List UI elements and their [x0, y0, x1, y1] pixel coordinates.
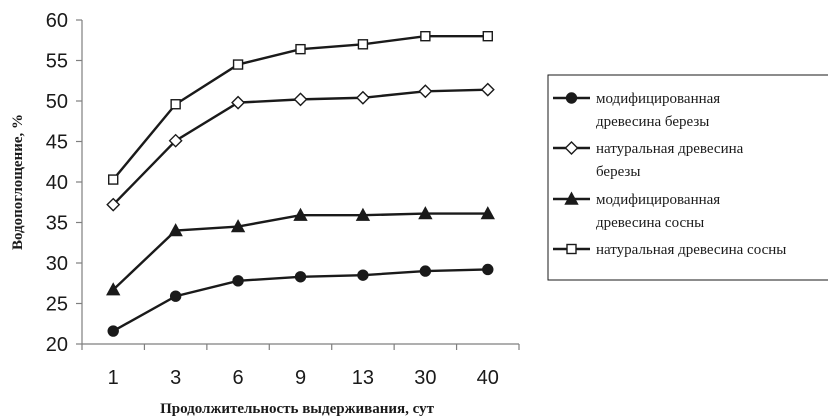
data-point [480, 206, 495, 220]
legend-label: модифицированная [596, 192, 720, 208]
data-point [357, 39, 369, 50]
x-axis-ticks: 1 3 6 9 13 30 40 [81, 344, 520, 389]
x-tick-label: 6 [233, 367, 244, 389]
legend-item: модифицированная древесина березы [553, 91, 720, 130]
series-1 [107, 263, 494, 337]
x-axis-title: Продолжительность выдерживания, сут [160, 401, 435, 417]
data-point [482, 263, 494, 276]
data-point [295, 43, 306, 55]
data-point [419, 265, 432, 277]
legend-label: древесина березы [596, 114, 709, 130]
data-point [293, 207, 308, 221]
data-point [482, 31, 493, 42]
legend-label: древесина сосны [596, 215, 704, 231]
legend-label: натуральная древесина сосны [596, 242, 786, 258]
data-point [420, 31, 431, 42]
y-tick-label: 55 [46, 51, 68, 73]
data-point [168, 223, 183, 237]
x-tick-label: 40 [477, 367, 499, 389]
y-axis-ticks: 20 25 30 35 40 45 50 55 60 [46, 10, 82, 356]
series-3 [106, 206, 495, 296]
legend-label: модифицированная [596, 91, 720, 107]
data-point [293, 92, 308, 107]
data-point [231, 95, 246, 110]
legend-marker [564, 191, 579, 205]
y-tick-label: 40 [46, 172, 68, 194]
y-tick-label: 30 [46, 253, 68, 275]
x-tick-label: 30 [414, 367, 436, 389]
data-point [355, 90, 370, 105]
plot-area [81, 20, 519, 345]
data-point [230, 219, 246, 233]
y-tick-label: 20 [46, 334, 68, 356]
legend-label: натуральная древесина [596, 141, 744, 157]
x-tick-label: 13 [352, 367, 374, 389]
data-point [106, 282, 121, 296]
series-4 [108, 31, 493, 185]
y-tick-label: 45 [46, 132, 68, 154]
data-point [107, 325, 119, 337]
x-tick-label: 9 [295, 367, 306, 389]
series-2 [106, 82, 495, 212]
y-tick-label: 60 [46, 10, 68, 32]
y-tick-label: 35 [46, 213, 68, 235]
series-line [112, 88, 488, 206]
data-point [480, 82, 495, 97]
legend-box [547, 74, 828, 281]
legend-marker [565, 92, 578, 104]
data-point [106, 197, 121, 212]
legend-item: натуральная древесина березы [553, 141, 744, 180]
y-axis-title: Водопоглощение, % [10, 114, 26, 250]
data-point [232, 275, 244, 287]
legend-marker [564, 141, 579, 155]
data-point [108, 174, 119, 185]
legend-item: натуральная древесина сосны [553, 242, 786, 258]
data-point [418, 84, 433, 99]
series-line [112, 35, 488, 181]
y-tick-label: 50 [46, 91, 68, 113]
series-layer [106, 31, 495, 337]
legend: модифицированная древесина березы натураль… [547, 74, 828, 281]
legend-label: березы [596, 164, 640, 180]
data-point [294, 271, 307, 283]
legend-item: модифицированная древесина сосны [553, 191, 720, 231]
x-tick-label: 1 [108, 367, 119, 389]
data-point [418, 206, 433, 220]
data-point [232, 59, 244, 70]
data-point [168, 133, 183, 148]
x-tick-label: 3 [170, 367, 181, 389]
data-point [357, 269, 369, 281]
legend-marker [566, 243, 577, 255]
data-point [355, 207, 371, 221]
data-point [170, 99, 181, 110]
y-tick-label: 25 [46, 294, 68, 316]
data-point [169, 290, 182, 302]
